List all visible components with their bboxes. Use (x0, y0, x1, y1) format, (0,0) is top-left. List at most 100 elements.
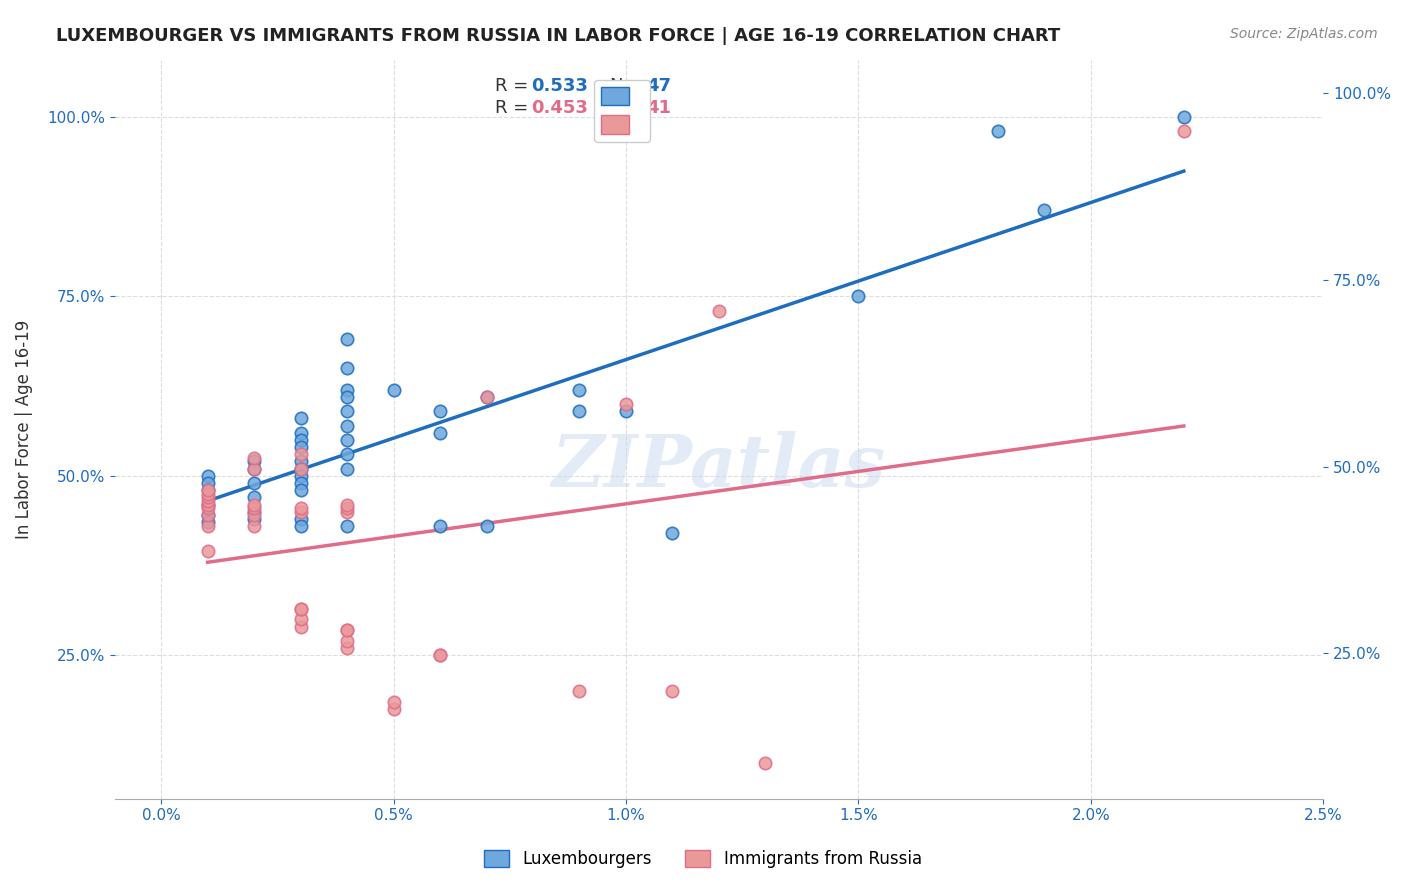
Luxembourgers (197, 508, 219, 523)
Immigrants from Russia (707, 303, 730, 318)
Luxembourgers (197, 475, 219, 490)
Luxembourgers (290, 475, 312, 490)
Luxembourgers (290, 433, 312, 447)
Immigrants from Russia (336, 623, 359, 637)
Luxembourgers (429, 425, 451, 440)
Immigrants from Russia (336, 498, 359, 512)
Text: 0.533: 0.533 (531, 77, 589, 95)
Immigrants from Russia (290, 601, 312, 615)
Text: 0.453: 0.453 (531, 99, 589, 117)
Immigrants from Russia (568, 684, 591, 698)
Immigrants from Russia (336, 623, 359, 637)
Luxembourgers (290, 411, 312, 425)
Luxembourgers (475, 390, 498, 404)
Immigrants from Russia (197, 544, 219, 558)
Luxembourgers (336, 333, 359, 347)
Text: LUXEMBOURGER VS IMMIGRANTS FROM RUSSIA IN LABOR FORCE | AGE 16-19 CORRELATION CH: LUXEMBOURGER VS IMMIGRANTS FROM RUSSIA I… (56, 27, 1060, 45)
Immigrants from Russia (290, 505, 312, 519)
Immigrants from Russia (197, 519, 219, 533)
Immigrants from Russia (336, 501, 359, 516)
Luxembourgers (197, 498, 219, 512)
Immigrants from Russia (336, 505, 359, 519)
Luxembourgers (243, 475, 266, 490)
Luxembourgers (661, 526, 683, 541)
Luxembourgers (336, 361, 359, 376)
Luxembourgers (197, 468, 219, 483)
Luxembourgers (429, 519, 451, 533)
Luxembourgers (336, 447, 359, 461)
Text: ZIPatlas: ZIPatlas (553, 431, 886, 501)
Luxembourgers (568, 404, 591, 418)
Luxembourgers (290, 519, 312, 533)
Immigrants from Russia (197, 498, 219, 512)
Immigrants from Russia (290, 612, 312, 626)
Luxembourgers (336, 433, 359, 447)
Luxembourgers (290, 440, 312, 454)
Luxembourgers (848, 289, 870, 303)
Luxembourgers (614, 404, 637, 418)
Luxembourgers (336, 418, 359, 433)
Immigrants from Russia (754, 756, 776, 770)
Luxembourgers (290, 468, 312, 483)
Y-axis label: In Labor Force | Age 16-19: In Labor Force | Age 16-19 (15, 319, 32, 539)
Immigrants from Russia (614, 397, 637, 411)
Luxembourgers (197, 483, 219, 498)
Immigrants from Russia (1173, 124, 1195, 138)
Immigrants from Russia (336, 641, 359, 656)
Immigrants from Russia (197, 501, 219, 516)
Luxembourgers (336, 383, 359, 397)
Immigrants from Russia (243, 498, 266, 512)
Luxembourgers (568, 383, 591, 397)
Immigrants from Russia (243, 519, 266, 533)
Luxembourgers (197, 516, 219, 530)
Luxembourgers (336, 519, 359, 533)
Luxembourgers (1033, 203, 1056, 218)
Luxembourgers (243, 491, 266, 505)
Luxembourgers (1173, 110, 1195, 124)
Luxembourgers (336, 404, 359, 418)
Immigrants from Russia (661, 684, 683, 698)
Luxembourgers (382, 383, 405, 397)
Luxembourgers (243, 454, 266, 468)
Immigrants from Russia (336, 633, 359, 648)
Immigrants from Russia (197, 487, 219, 501)
Luxembourgers (336, 390, 359, 404)
Luxembourgers (290, 461, 312, 475)
Luxembourgers (290, 512, 312, 526)
Luxembourgers (429, 404, 451, 418)
Immigrants from Russia (290, 601, 312, 615)
Immigrants from Russia (243, 501, 266, 516)
Legend: Luxembourgers, Immigrants from Russia: Luxembourgers, Immigrants from Russia (478, 843, 928, 875)
Text: N =: N = (610, 99, 650, 117)
Luxembourgers (987, 124, 1010, 138)
Immigrants from Russia (243, 450, 266, 465)
Luxembourgers (243, 461, 266, 475)
Legend: , : , (595, 79, 650, 142)
Immigrants from Russia (197, 508, 219, 523)
Text: Source: ZipAtlas.com: Source: ZipAtlas.com (1230, 27, 1378, 41)
Immigrants from Russia (475, 390, 498, 404)
Luxembourgers (336, 461, 359, 475)
Luxembourgers (243, 505, 266, 519)
Immigrants from Russia (290, 447, 312, 461)
Immigrants from Russia (382, 695, 405, 709)
Immigrants from Russia (243, 508, 266, 523)
Immigrants from Russia (290, 619, 312, 633)
Immigrants from Russia (197, 491, 219, 505)
Immigrants from Russia (429, 648, 451, 663)
Immigrants from Russia (197, 494, 219, 508)
Immigrants from Russia (382, 702, 405, 716)
Text: R =: R = (495, 99, 534, 117)
Luxembourgers (475, 519, 498, 533)
Text: 47: 47 (647, 77, 672, 95)
Immigrants from Russia (197, 483, 219, 498)
Luxembourgers (243, 512, 266, 526)
Immigrants from Russia (243, 461, 266, 475)
Text: 41: 41 (647, 99, 672, 117)
Text: R =: R = (495, 77, 534, 95)
Immigrants from Russia (290, 501, 312, 516)
Immigrants from Russia (429, 648, 451, 663)
Luxembourgers (290, 425, 312, 440)
Luxembourgers (290, 483, 312, 498)
Text: N =: N = (610, 77, 650, 95)
